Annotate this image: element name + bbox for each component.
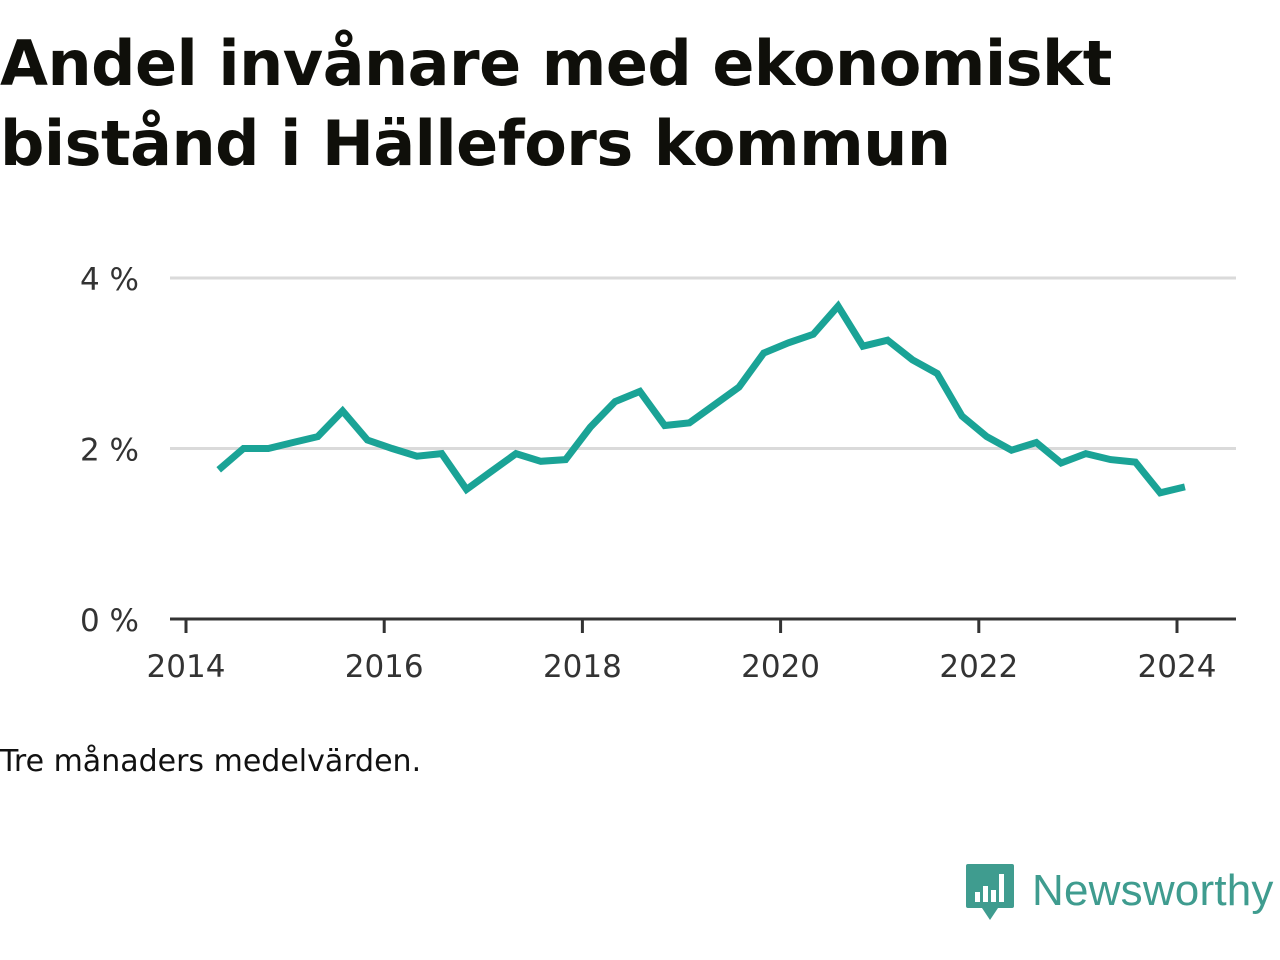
x-tick-label: 2022: [939, 649, 1018, 685]
brand-name: Newsworthy: [1032, 866, 1274, 915]
y-axis-ticks: 0 % 2 % 4 %: [80, 262, 139, 639]
x-tick-label: 2024: [1138, 649, 1217, 685]
x-tick-label: 2020: [741, 649, 820, 685]
chart-title: Andel invånare med ekonomiskt bistånd i …: [0, 27, 1112, 180]
y-tick-label: 4 %: [80, 262, 139, 298]
series: [216, 300, 1186, 497]
y-tick-label: 2 %: [80, 433, 139, 469]
gridlines: [170, 276, 1236, 450]
chart-note: Tre månaders medelvärden.: [0, 744, 422, 779]
brand: Newsworthy: [964, 862, 1274, 928]
x-axis-ticks: 2014 2016 2018 2020 2022 2024: [147, 619, 1217, 685]
series-line: [216, 300, 1186, 497]
line-chart: 0 % 2 % 4 % 2014 2016 2018 2020 2022 2024: [80, 262, 1236, 685]
x-tick-label: 2016: [345, 649, 424, 685]
newsworthy-logo-icon: [966, 864, 1014, 920]
x-tick-label: 2018: [543, 649, 622, 685]
y-tick-label: 0 %: [80, 603, 139, 639]
x-tick-label: 2014: [147, 649, 226, 685]
